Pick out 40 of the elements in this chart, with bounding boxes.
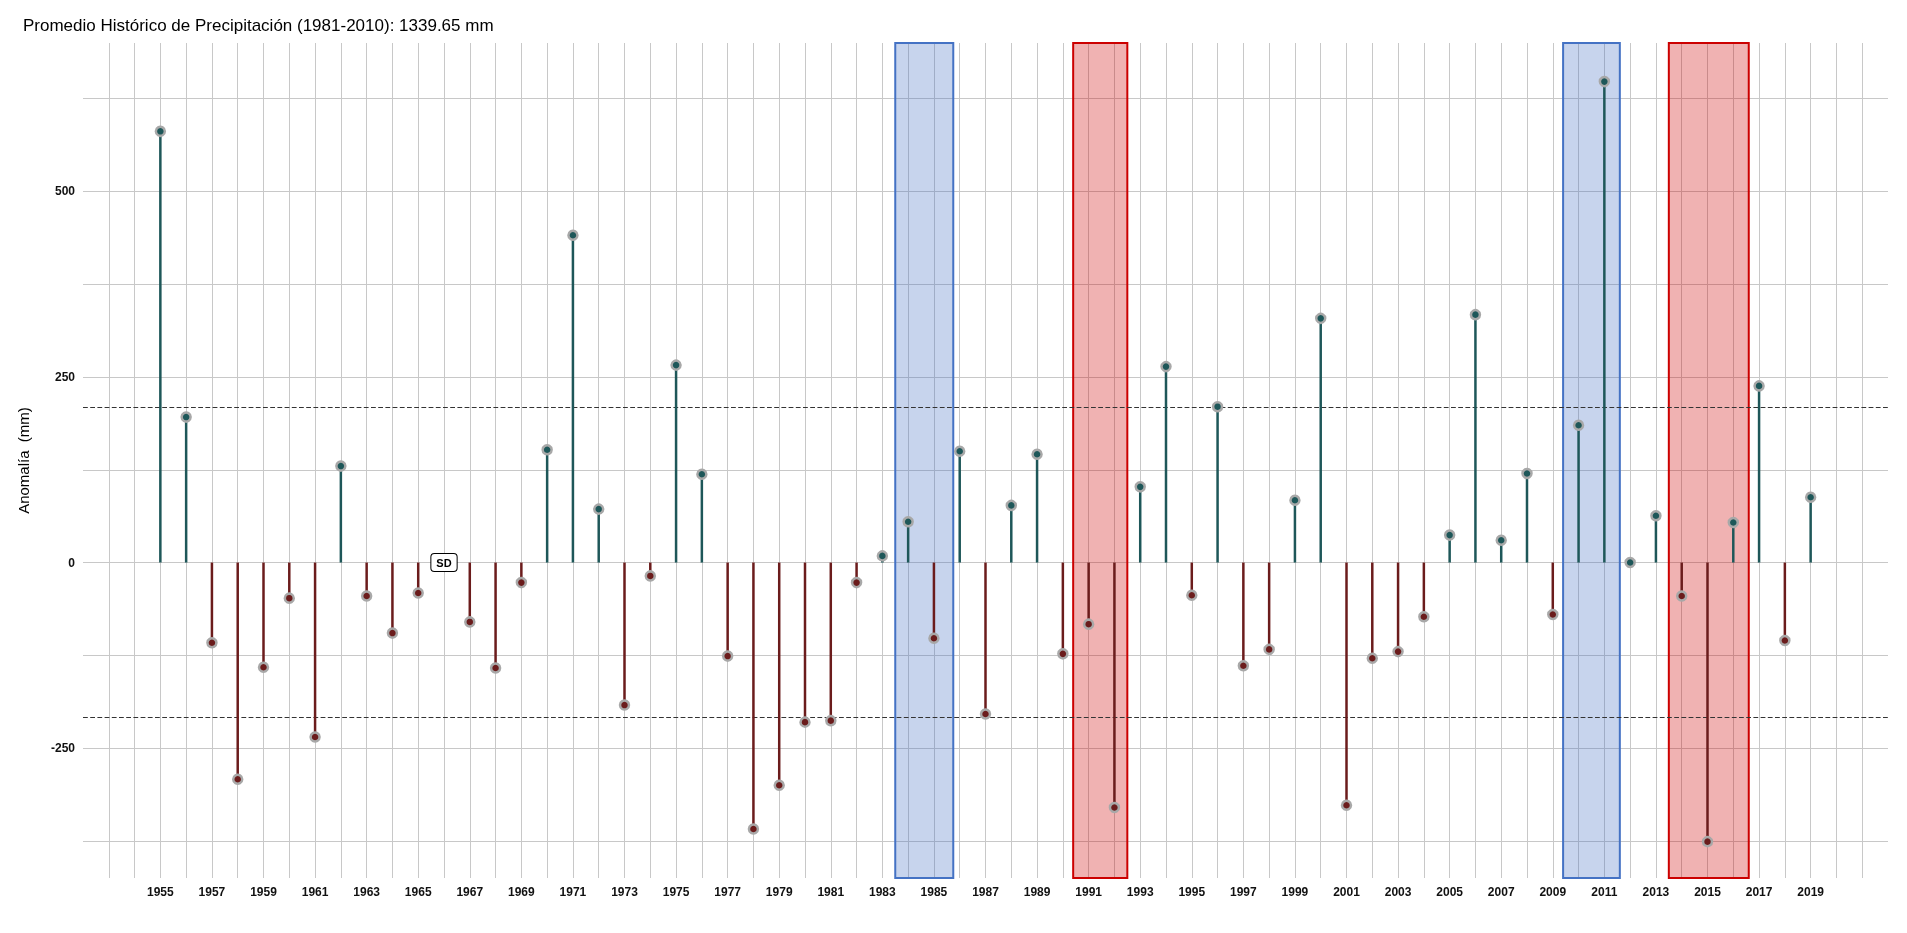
chart-title: Promedio Histórico de Precipitación (1981-2010): 1339.65 mm xyxy=(23,16,494,35)
x-tick-label: 1955 xyxy=(147,885,175,899)
x-tick-label: 2019 xyxy=(1797,885,1825,899)
x-tick-label: 1979 xyxy=(765,885,793,899)
x-tick-label: 1993 xyxy=(1126,885,1154,899)
x-tick-label: 1959 xyxy=(250,885,278,899)
x-tick-label: 1981 xyxy=(817,885,845,899)
x-tick-label: 2007 xyxy=(1487,885,1515,899)
y-axis-title: Anomalía (mm) xyxy=(15,407,32,514)
x-tick-label: 2011 xyxy=(1591,885,1618,899)
y-tick-label: -250 xyxy=(50,741,76,756)
x-tick-label: 2003 xyxy=(1384,885,1412,899)
x-tick-label: 1997 xyxy=(1230,885,1258,899)
x-tick-label: 2017 xyxy=(1745,885,1773,899)
x-tick-label: 1983 xyxy=(869,885,897,899)
x-tick-label: 1999 xyxy=(1281,885,1309,899)
x-tick-label: 1969 xyxy=(508,885,536,899)
x-tick-label: 1967 xyxy=(456,885,484,899)
x-tick-label: 1971 xyxy=(559,885,587,899)
x-tick-label: 1963 xyxy=(353,885,381,899)
x-tick-label: 1985 xyxy=(920,885,948,899)
y-tick-label: 0 xyxy=(68,555,76,570)
x-tick-label: 1995 xyxy=(1178,885,1206,899)
x-tick-label: 1975 xyxy=(662,885,690,899)
x-tick-label: 1957 xyxy=(198,885,226,899)
x-tick-label: 1977 xyxy=(714,885,742,899)
x-tick-label: 1987 xyxy=(972,885,1000,899)
annotation: SD xyxy=(436,556,452,569)
x-tick-label: 2005 xyxy=(1436,885,1464,899)
y-tick-label: 250 xyxy=(54,370,76,384)
x-tick-label: 1961 xyxy=(301,885,329,899)
x-tick-label: 2013 xyxy=(1642,885,1670,899)
x-tick-label: 1973 xyxy=(611,885,639,899)
x-tick-label: 1989 xyxy=(1023,885,1051,899)
x-tick-label: 2015 xyxy=(1694,885,1722,899)
x-tick-label: 2009 xyxy=(1539,885,1567,899)
x-tick-label: 2001 xyxy=(1333,885,1361,899)
x-tick-label: 1991 xyxy=(1075,885,1103,899)
y-tick-label: 500 xyxy=(54,184,76,199)
x-tick-label: 1965 xyxy=(404,885,432,899)
